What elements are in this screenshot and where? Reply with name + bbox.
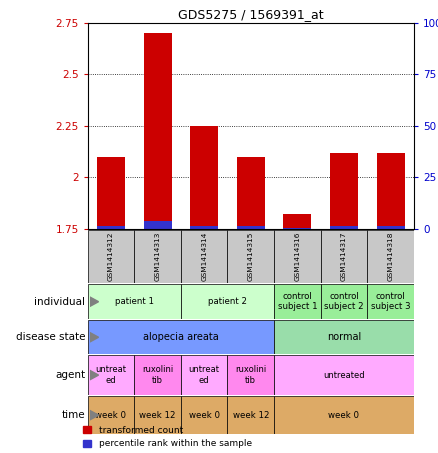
Bar (330, 153, 358, 229)
Polygon shape (90, 297, 99, 307)
Bar (181, 284, 274, 319)
Bar (190, 126, 218, 229)
Bar (237, 226, 265, 229)
Bar (88, 396, 134, 434)
Text: GSM1414316: GSM1414316 (294, 232, 300, 281)
Bar (377, 226, 405, 229)
Bar (181, 396, 227, 434)
Text: week 0: week 0 (189, 411, 219, 419)
Bar (227, 355, 274, 395)
Text: GSM1414314: GSM1414314 (201, 232, 207, 281)
Bar (283, 228, 311, 229)
Bar (144, 33, 172, 229)
Bar (330, 226, 358, 229)
Bar (134, 355, 181, 395)
Legend: transformed count, percentile rank within the sample: transformed count, percentile rank withi… (83, 426, 252, 448)
Text: time: time (62, 410, 85, 420)
Text: ruxolini
tib: ruxolini tib (235, 366, 266, 385)
Text: patient 1: patient 1 (115, 297, 154, 306)
Bar (274, 396, 414, 434)
Text: week 0: week 0 (95, 411, 127, 419)
Text: week 12: week 12 (139, 411, 176, 419)
Bar (134, 396, 181, 434)
Text: patient 2: patient 2 (208, 297, 247, 306)
Text: untreat
ed: untreat ed (189, 366, 219, 385)
Text: GSM1414312: GSM1414312 (108, 231, 114, 281)
Bar (274, 284, 321, 319)
Text: GSM1414313: GSM1414313 (155, 232, 160, 281)
Text: week 0: week 0 (328, 411, 360, 419)
Bar (367, 230, 414, 283)
Text: untreated: untreated (323, 371, 365, 380)
Text: individual: individual (35, 297, 85, 307)
Bar (367, 284, 414, 319)
Text: disease state: disease state (16, 332, 85, 342)
Bar (181, 355, 227, 395)
Text: untreat
ed: untreat ed (95, 366, 127, 385)
Text: control
subject 3: control subject 3 (371, 292, 410, 311)
Bar (227, 396, 274, 434)
Text: normal: normal (327, 332, 361, 342)
Bar (144, 221, 172, 229)
Bar (134, 230, 181, 283)
Bar (97, 157, 125, 229)
Bar (321, 284, 367, 319)
Text: alopecia areata: alopecia areata (143, 332, 219, 342)
Polygon shape (90, 410, 99, 420)
Text: week 12: week 12 (233, 411, 269, 419)
Text: control
subject 2: control subject 2 (324, 292, 364, 311)
Bar (88, 230, 134, 283)
Text: control
subject 1: control subject 1 (278, 292, 317, 311)
Bar (88, 355, 134, 395)
Bar (274, 230, 321, 283)
Text: GSM1414315: GSM1414315 (248, 232, 254, 281)
Bar (377, 153, 405, 229)
Bar (283, 214, 311, 229)
Bar (274, 355, 414, 395)
Polygon shape (90, 333, 99, 342)
Text: agent: agent (55, 370, 85, 380)
Text: GSM1414317: GSM1414317 (341, 231, 347, 281)
Bar (97, 226, 125, 229)
Text: ruxolini
tib: ruxolini tib (142, 366, 173, 385)
Bar (227, 230, 274, 283)
Bar (88, 284, 181, 319)
Title: GDS5275 / 1569391_at: GDS5275 / 1569391_at (178, 9, 324, 21)
Polygon shape (90, 371, 99, 380)
Bar (274, 320, 414, 354)
Bar (321, 230, 367, 283)
Bar (237, 157, 265, 229)
Bar (88, 320, 274, 354)
Bar (190, 226, 218, 229)
Text: GSM1414318: GSM1414318 (388, 231, 394, 281)
Bar (181, 230, 227, 283)
